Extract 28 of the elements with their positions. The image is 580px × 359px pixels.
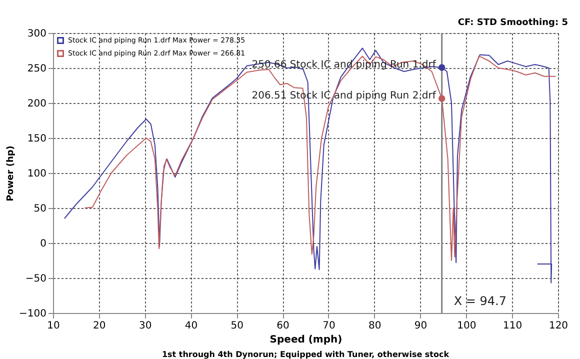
x-tick-label: 30 [138,320,152,332]
text: 1st through 4th Dynorun; Equipped with Tuner, otherwise stock [162,350,450,359]
text: CF: STD Smoothing: 5 [458,18,568,28]
line-series [64,48,552,284]
x-tick-label: 90 [414,320,428,332]
x-axis-title: Speed (mph) [270,334,342,346]
x-tick-label: 40 [184,320,198,332]
x-tick-label: 60 [276,320,290,332]
y-tick-label: −50 [25,274,46,284]
y-tick-label: 200 [27,98,46,110]
y-axis-title: Power (hp) [6,146,16,202]
x-tick-label: 120 [548,320,568,332]
ref-line-label: X = 94.7 [454,294,506,308]
y-tick-label: 150 [27,134,46,144]
y-tick-label: 300 [27,28,46,40]
y-tick-label: 0 [40,238,46,250]
line-series [84,56,556,261]
x-tick-label: 110 [503,320,522,332]
y-tick-label: 100 [27,168,46,180]
x-tick-label: 20 [93,320,106,332]
x-tick-label: 100 [457,320,476,332]
y-tick-label: −100 [19,308,46,320]
x-tick-label: 70 [322,320,336,332]
x-tick-label: 10 [47,320,60,332]
x-tick-label: 80 [368,320,382,332]
y-tick-label: 250 [27,64,46,74]
x-tick-label: 50 [230,320,244,332]
y-tick-label: 50 [34,204,46,214]
